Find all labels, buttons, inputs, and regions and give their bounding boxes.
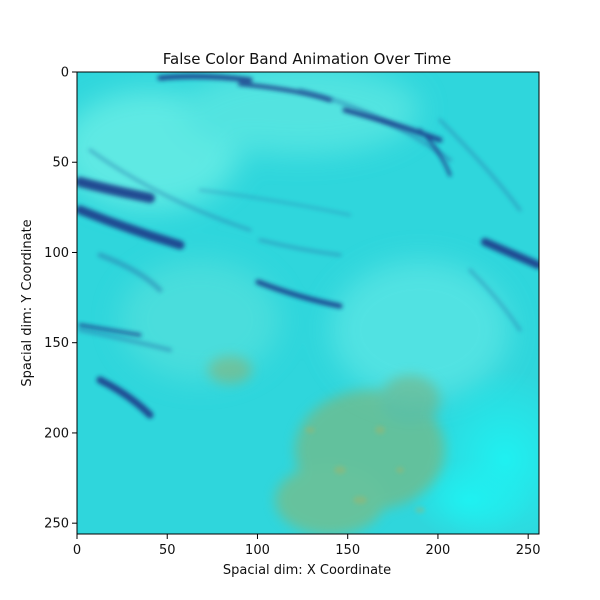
mid-streak xyxy=(199,189,351,216)
speckle xyxy=(305,427,315,433)
x-axis: 0 50 100 150 200 250 xyxy=(73,534,541,558)
y-axis: 0 50 100 150 200 250 xyxy=(44,66,77,532)
speckle xyxy=(396,467,404,473)
y-tick-label: 150 xyxy=(44,336,69,351)
chart-title: False Color Band Animation Over Time xyxy=(163,50,451,68)
heatmap-image xyxy=(77,72,539,534)
dark-streaks xyxy=(77,73,539,419)
y-tick-label: 0 xyxy=(61,66,69,81)
speckle xyxy=(375,426,385,434)
olive-patch xyxy=(380,375,440,425)
x-tick-label: 0 xyxy=(73,543,81,558)
plot-frame xyxy=(76,71,540,535)
olive-patch xyxy=(275,465,385,534)
dark-streak xyxy=(342,107,443,143)
speckle xyxy=(353,496,367,504)
dark-streak xyxy=(238,82,332,102)
bright-patch xyxy=(410,460,530,534)
speckle xyxy=(334,466,346,474)
mid-streak xyxy=(468,268,522,332)
mid-streak xyxy=(97,252,163,293)
x-tick-label: 200 xyxy=(426,543,451,558)
dark-streak xyxy=(255,279,343,309)
olive-patches xyxy=(208,356,445,534)
mid-streak xyxy=(258,238,342,257)
mid-streak xyxy=(88,148,252,232)
y-axis-label: Spacial dim: Y Coordinate xyxy=(20,219,35,386)
dark-streak xyxy=(418,128,452,177)
texture-speckle xyxy=(305,426,425,513)
dark-streak xyxy=(77,205,185,250)
x-axis-label: Spacial dim: X Coordinate xyxy=(223,563,391,578)
y-tick-label: 250 xyxy=(44,517,69,532)
y-tick-label: 50 xyxy=(52,156,69,171)
dark-streak xyxy=(96,376,154,419)
dark-streak xyxy=(78,323,142,337)
y-tick-label: 100 xyxy=(44,246,69,261)
x-tick-label: 100 xyxy=(245,543,270,558)
x-tick-label: 250 xyxy=(516,543,541,558)
speckle xyxy=(415,507,425,513)
x-tick-label: 150 xyxy=(335,543,360,558)
dark-streak xyxy=(157,73,253,83)
mid-streak xyxy=(78,328,172,352)
y-tick-label: 200 xyxy=(44,426,69,441)
light-region xyxy=(330,260,510,400)
dark-streak xyxy=(481,238,539,269)
dark-streak xyxy=(77,177,155,203)
x-tick-label: 50 xyxy=(159,543,176,558)
light-region xyxy=(180,72,420,155)
bright-region xyxy=(410,370,539,534)
olive-patch xyxy=(208,356,252,384)
mid-streak xyxy=(438,118,522,212)
